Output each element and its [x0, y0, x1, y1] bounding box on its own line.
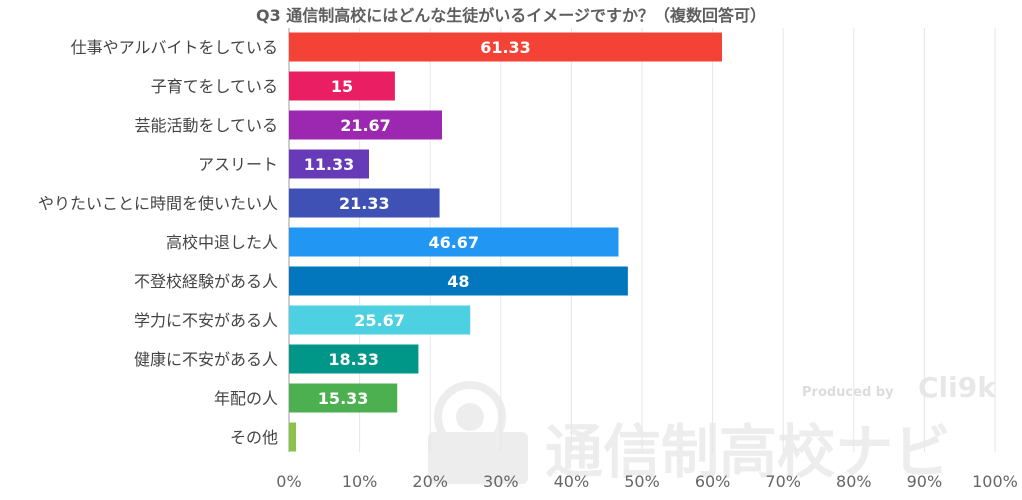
category-label: その他 [230, 428, 278, 447]
category-label: やりたいことに時間を使いたい人 [38, 194, 278, 213]
bar [289, 305, 471, 335]
category-labels: 仕事やアルバイトをしている子育てをしている芸能活動をしているアスリートやりたいこ… [38, 38, 278, 447]
data-label: 11.33 [304, 155, 355, 174]
x-tick-label: 60% [695, 472, 731, 491]
category-label: 高校中退した人 [166, 233, 278, 252]
category-label: 不登校経験がある人 [134, 272, 278, 291]
x-tick-label: 100% [972, 472, 1018, 491]
data-label: 48 [447, 272, 469, 291]
data-label: 21.67 [340, 116, 391, 135]
category-label: 学力に不安がある人 [134, 311, 278, 330]
x-tick-label: 90% [907, 472, 943, 491]
x-tick-label: 10% [342, 472, 378, 491]
data-label: 15 [331, 77, 353, 96]
category-label: 芸能活動をしている [134, 116, 278, 135]
data-label: 25.67 [354, 311, 405, 330]
bar [289, 110, 442, 140]
chart-title: Q3 通信制高校にはどんな生徒がいるイメージですか？（複数回答可） [256, 6, 766, 25]
site-logo-icon [428, 381, 528, 484]
x-tick-label: 20% [412, 472, 448, 491]
data-label: 21.33 [339, 194, 390, 213]
bar [289, 32, 722, 62]
category-label: 健康に不安がある人 [134, 350, 278, 369]
bar [289, 188, 440, 218]
x-tick-label: 0% [276, 472, 301, 491]
watermark: 通信制高校ナビ [428, 381, 951, 486]
bar [289, 227, 619, 257]
producer-brand-logo: Cli9k [918, 371, 997, 404]
category-label: 子育てをしている [151, 77, 278, 96]
category-label: 仕事やアルバイトをしている [71, 38, 278, 57]
x-tick-label: 80% [836, 472, 872, 491]
producer-watermark: Produced by Cli9k [802, 371, 997, 404]
produced-by-label: Produced by [802, 385, 894, 400]
x-tick-label: 70% [765, 472, 801, 491]
x-tick-label: 50% [624, 472, 660, 491]
x-tick-label: 40% [554, 472, 590, 491]
bar [289, 344, 419, 374]
category-label: アスリート [198, 155, 278, 174]
data-label: 15.33 [318, 389, 369, 408]
watermark-site-name: 通信制高校ナビ [545, 418, 951, 486]
data-label: 18.33 [328, 350, 379, 369]
bar [289, 71, 395, 101]
data-label: 46.67 [428, 233, 479, 252]
bars [289, 32, 722, 452]
x-tick-label: 30% [483, 472, 519, 491]
bar [289, 149, 369, 179]
category-label: 年配の人 [214, 389, 278, 408]
bar [289, 266, 628, 296]
x-axis-ticks: 0% 10% 20% 30% 40% 50% 60% 70% 80% 90% 100% [276, 472, 1018, 491]
data-label: 61.33 [480, 38, 531, 57]
bar [289, 383, 398, 413]
bar [289, 422, 297, 452]
value-labels: 61.33 15 21.67 11.33 21.33 46.67 48 25.67 18.33 1… [304, 38, 531, 408]
